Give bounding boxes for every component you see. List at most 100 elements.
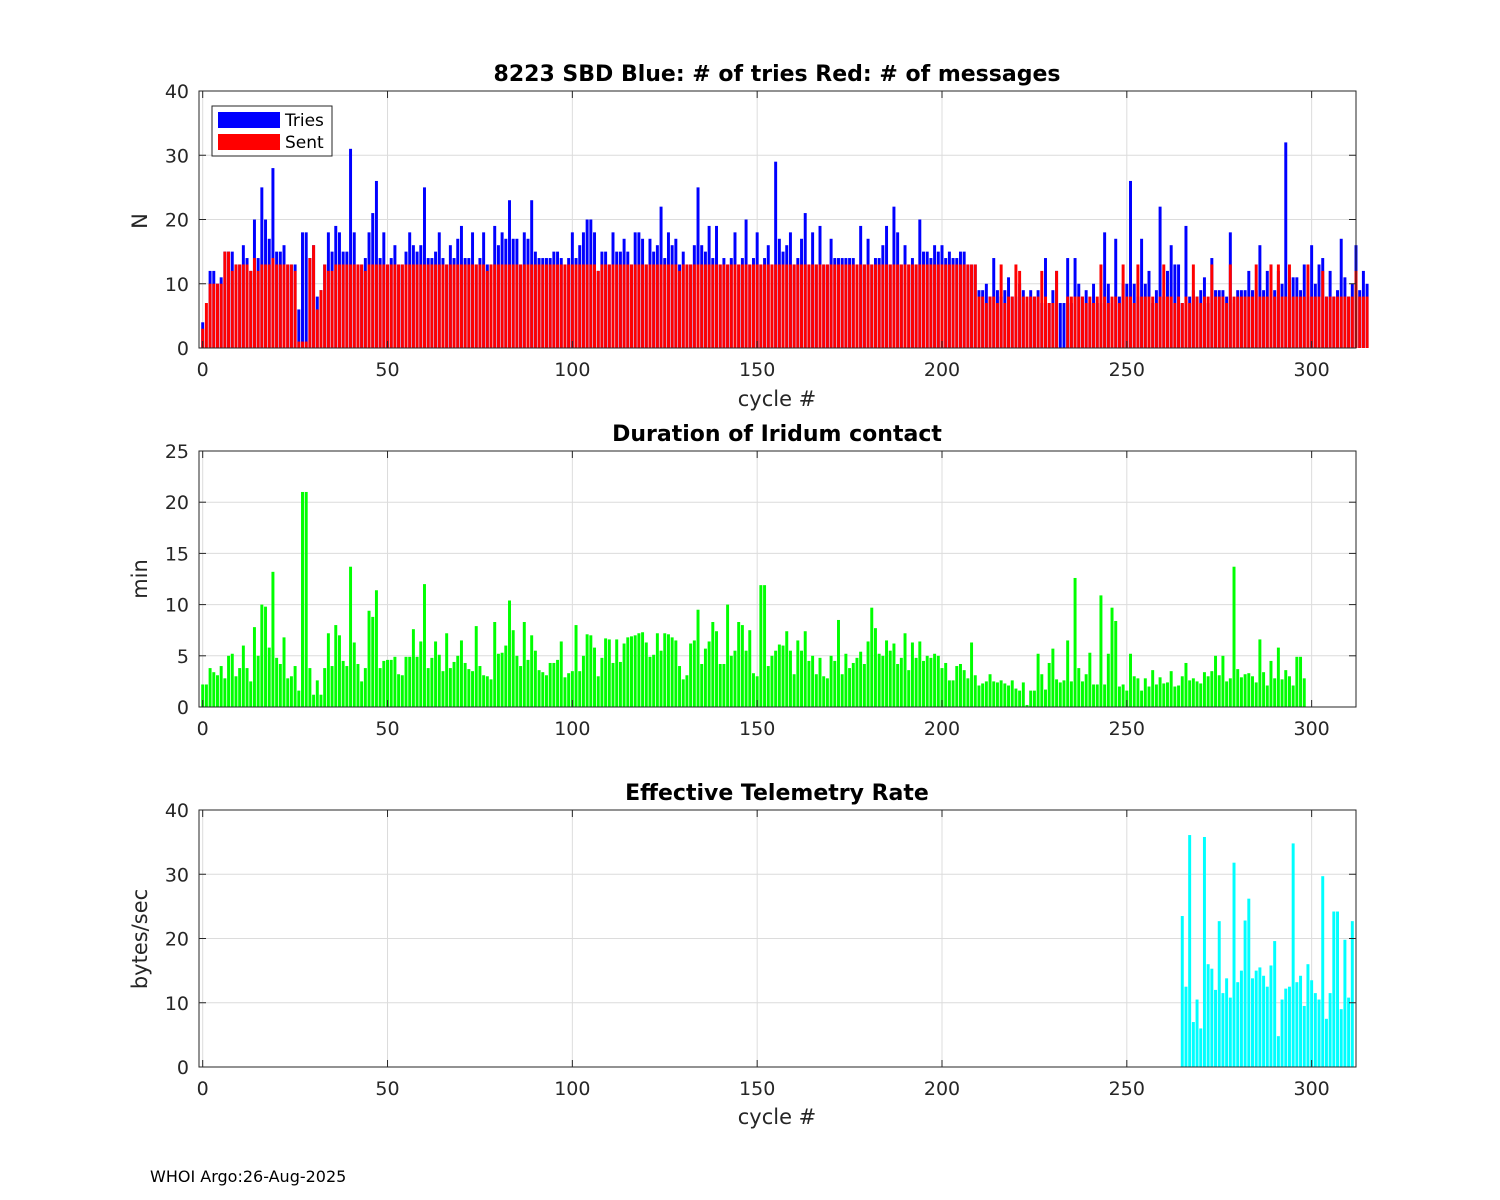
bar-sent xyxy=(866,264,870,348)
bar-rate xyxy=(1287,986,1291,1067)
bar-rate xyxy=(1247,898,1251,1067)
bar-sent xyxy=(319,290,323,348)
bar-duration xyxy=(1018,690,1022,707)
bar-duration xyxy=(748,630,752,707)
bar-duration xyxy=(781,645,785,707)
bar-duration xyxy=(500,652,504,707)
bar-sent xyxy=(678,270,682,348)
bar-sent xyxy=(297,341,301,348)
bar-sent xyxy=(726,264,730,348)
bar-sent xyxy=(622,264,626,348)
bar-sent xyxy=(1324,296,1328,348)
bar-sent xyxy=(892,264,896,348)
bar-sent xyxy=(437,264,441,348)
bar-tries xyxy=(304,232,308,348)
bar-sent xyxy=(984,303,988,348)
bar-sent xyxy=(323,264,327,348)
bar-tries xyxy=(774,161,778,348)
bar-duration xyxy=(1117,686,1121,707)
bar-duration xyxy=(755,676,759,707)
bar-duration xyxy=(1080,681,1084,707)
bar-duration xyxy=(652,654,656,707)
bar-duration xyxy=(881,655,885,707)
bar-sent xyxy=(707,264,711,348)
bar-sent xyxy=(1106,303,1110,348)
x-tick-label: 100 xyxy=(554,359,590,381)
bar-duration xyxy=(1287,676,1291,707)
bar-duration xyxy=(977,685,981,707)
bar-rate xyxy=(1214,989,1218,1067)
bar-duration xyxy=(737,622,741,707)
bar-duration xyxy=(1228,678,1232,707)
bar-duration xyxy=(386,659,389,707)
bar-duration xyxy=(1029,690,1033,707)
bar-sent xyxy=(825,264,829,348)
bar-duration xyxy=(544,675,548,707)
bar-rate xyxy=(1339,1009,1343,1067)
bar-sent xyxy=(729,264,733,348)
bar-duration xyxy=(1258,639,1262,707)
bar-duration xyxy=(678,666,682,707)
bar-sent xyxy=(692,264,696,348)
bar-sent xyxy=(308,258,312,348)
bar-duration xyxy=(415,656,419,707)
bar-duration xyxy=(689,643,693,707)
bar-duration xyxy=(515,655,519,707)
bar-sent xyxy=(766,264,770,348)
bar-duration xyxy=(249,681,253,707)
bar-duration xyxy=(452,661,456,707)
bar-duration xyxy=(1295,656,1299,707)
bar-duration xyxy=(519,666,523,707)
bar-duration xyxy=(644,642,648,707)
bar-tries xyxy=(301,232,304,348)
bar-rate xyxy=(1328,993,1332,1067)
bar-tries xyxy=(1058,303,1062,348)
x-tick-label: 300 xyxy=(1294,359,1330,381)
bar-duration xyxy=(219,666,223,707)
bar-sent xyxy=(504,264,508,348)
bar-sent xyxy=(1051,303,1055,348)
bar-sent xyxy=(275,264,279,348)
bar-duration xyxy=(763,585,767,707)
bar-sent xyxy=(966,264,970,348)
bar-duration xyxy=(800,650,804,707)
bar-sent xyxy=(574,264,578,348)
bar-sent xyxy=(578,264,582,348)
bar-duration xyxy=(1077,668,1081,707)
bar-duration xyxy=(1106,653,1110,707)
bar-duration xyxy=(600,657,604,707)
bar-sent xyxy=(1199,303,1203,348)
y-tick-label: 30 xyxy=(165,145,189,167)
bar-duration xyxy=(1158,677,1162,707)
bar-duration xyxy=(556,659,560,707)
bar-duration xyxy=(349,566,353,707)
bar-sent xyxy=(1247,296,1251,348)
bar-sent xyxy=(537,264,541,348)
bar-duration xyxy=(1262,672,1266,707)
bar-sent xyxy=(245,264,249,348)
bar-duration xyxy=(1191,678,1195,707)
bar-duration xyxy=(1062,680,1066,707)
bar-duration xyxy=(922,660,925,707)
bar-sent xyxy=(1339,296,1343,348)
bar-sent xyxy=(478,264,482,348)
bar-duration xyxy=(666,634,670,707)
bar-duration xyxy=(873,628,877,707)
x-tick-label: 250 xyxy=(1109,718,1145,740)
bar-duration xyxy=(992,681,996,707)
bar-duration xyxy=(914,657,918,707)
bar-rate xyxy=(1228,997,1232,1067)
bar-duration xyxy=(426,668,430,707)
bar-sent xyxy=(271,258,275,348)
bar-duration xyxy=(777,644,781,707)
bar-duration xyxy=(896,663,900,707)
x-axis-label: cycle # xyxy=(738,387,817,411)
bar-duration xyxy=(474,626,478,707)
bar-duration xyxy=(537,670,541,707)
bar-sent xyxy=(496,264,500,348)
bar-duration xyxy=(785,631,789,707)
bar-sent xyxy=(1317,296,1321,348)
bar-sent xyxy=(925,264,929,348)
bar-sent xyxy=(341,264,345,348)
axes-frame xyxy=(198,450,1357,708)
